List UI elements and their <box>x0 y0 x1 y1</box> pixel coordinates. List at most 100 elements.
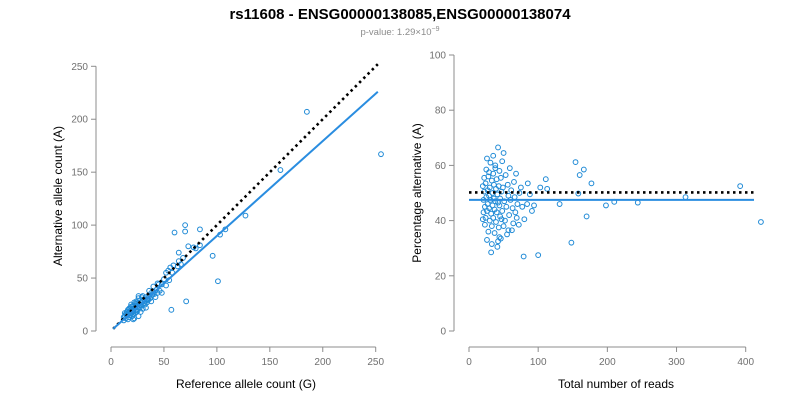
panel-2-data-point <box>542 176 549 183</box>
panel-2-x-tick-label: 0 <box>466 357 472 368</box>
panel-1-x-tick-label: 50 <box>158 357 170 368</box>
panel-2-data-point <box>487 159 494 166</box>
panel-2-data-point <box>492 165 499 172</box>
panel-1-x-tick-label: 200 <box>314 357 331 368</box>
panel-1-data-point <box>175 249 182 256</box>
panel-2-data-point <box>513 170 519 177</box>
panel-1-data-point <box>185 243 192 250</box>
panel-2-data-point <box>484 237 490 243</box>
panel-2-data-point <box>531 202 537 209</box>
panel-1-x-tick-label: 150 <box>261 357 278 368</box>
allele-count-scatter-panel: 0 50 100 150 200 250 Reference allele count (G… <box>51 62 384 391</box>
panel-1-data-point <box>130 316 137 323</box>
panel-1-data-point <box>215 278 221 285</box>
panel-2-data-point <box>488 249 495 256</box>
panel-2-data-point <box>514 201 521 207</box>
panel-1-y-tick-label: 0 <box>82 327 88 338</box>
panel-2-y-tick-label: 0 <box>440 327 446 338</box>
panel-2-data-point <box>535 252 542 259</box>
panel-1-y-tick-label: 150 <box>71 168 88 179</box>
panel-2-data-point <box>491 230 498 236</box>
panel-2-x-tick-label: 400 <box>737 357 754 368</box>
panel-2-data-point <box>493 219 499 225</box>
panel-2-data-point <box>521 216 528 223</box>
panel-2-data-point <box>488 241 495 247</box>
panel-1-data-point <box>197 226 203 233</box>
panel-1-fit-line <box>112 90 379 330</box>
panel-2-y-tick-label: 60 <box>435 161 447 172</box>
panel-2-data-point <box>482 180 489 187</box>
panel-1-data-point <box>378 151 384 158</box>
panel-2-data-point <box>580 166 587 173</box>
panel-2-data-point <box>484 155 490 162</box>
panel-2-data-point <box>506 212 513 218</box>
panel-2-data-point <box>488 210 495 217</box>
panel-2-x-tick-label: 200 <box>599 357 616 368</box>
panel-2-data-point <box>496 168 503 174</box>
panel-2-data-point <box>556 201 563 207</box>
panel-2-data-point <box>524 201 531 207</box>
panel-2-data-point <box>500 223 507 230</box>
panel-2-data-point <box>576 172 583 178</box>
panel-2-data-point <box>524 180 531 187</box>
p-value-text: p-value: 1.29×10 <box>360 27 431 38</box>
panel-1-data-point <box>133 309 140 315</box>
panel-2-data-point <box>505 227 512 234</box>
panel-2-y-axis-title: Percentage alternative (A) <box>410 123 424 262</box>
panel-1-data-point <box>277 167 284 173</box>
panel-2-x-axis-title: Total number of reads <box>558 377 674 391</box>
panel-2-data-point <box>519 203 526 210</box>
panel-2-data-point <box>506 165 513 172</box>
panel-2-data-point <box>488 223 495 230</box>
panel-2-data-point <box>634 199 641 206</box>
panel-2-data-point <box>513 214 520 221</box>
panel-2-data-point <box>515 221 522 228</box>
panel-2-data-point <box>492 162 499 169</box>
panel-2-data-point <box>505 192 512 199</box>
panel-2-data-point <box>544 185 551 192</box>
panel-2-data-point <box>490 152 497 159</box>
panel-2-data-point <box>498 216 505 223</box>
panel-2-y-tick-label: 100 <box>429 51 446 62</box>
panel-2-data-point <box>488 177 495 184</box>
chart-title: rs11608 - ENSG00000138085,ENSG0000013807… <box>229 6 571 23</box>
chart-subtitle: p-value: 1.29×10−9 <box>360 26 439 38</box>
panel-2-data-point <box>479 216 486 223</box>
panel-1-y-tick-label: 100 <box>71 221 88 232</box>
panel-2-data-point <box>737 183 744 190</box>
panel-2-data-point <box>508 227 515 234</box>
panel-2-data-point <box>480 209 487 216</box>
panel-1-y-tick-label: 50 <box>77 274 89 285</box>
panel-2-data-point <box>503 203 510 210</box>
panel-1-x-axis-title: Reference allele count (G) <box>176 377 316 391</box>
p-value-exponent: −9 <box>432 26 440 33</box>
panel-2-data-point <box>583 213 590 220</box>
panel-2-data-point <box>520 253 527 260</box>
panel-1-data-point <box>242 212 249 219</box>
panel-1-y-tick-label: 250 <box>71 62 88 73</box>
panel-2-data-point <box>482 221 488 228</box>
panel-2-data-point <box>483 166 490 173</box>
panel-2-data-point <box>491 195 497 202</box>
panel-2-data-point <box>682 194 689 201</box>
panel-2-data-point <box>497 213 504 220</box>
panel-1-y-axis-title: Alternative allele count (A) <box>51 126 65 266</box>
panel-2-data-point <box>568 239 575 246</box>
panel-2-data-point <box>482 214 489 221</box>
panel-1-y-tick-label: 200 <box>71 115 88 126</box>
panel-2-data-point <box>517 184 524 191</box>
panel-2-data-point <box>603 202 609 209</box>
panel-2-data-point <box>494 243 501 250</box>
panel-2-x-tick-label: 300 <box>668 357 685 368</box>
panel-2-data-point <box>758 219 764 225</box>
panel-1-x-tick-label: 250 <box>367 357 384 368</box>
panel-1-data-point <box>171 229 178 236</box>
panel-2-data-point <box>482 203 488 210</box>
panel-2-data-point <box>504 181 511 188</box>
panel-2-data-point <box>499 158 506 165</box>
panel-2-y-tick-label: 80 <box>435 106 447 117</box>
panel-1-data-point <box>303 108 310 115</box>
panel-2-data-point <box>500 150 507 156</box>
panel-1-data-point <box>150 283 157 290</box>
